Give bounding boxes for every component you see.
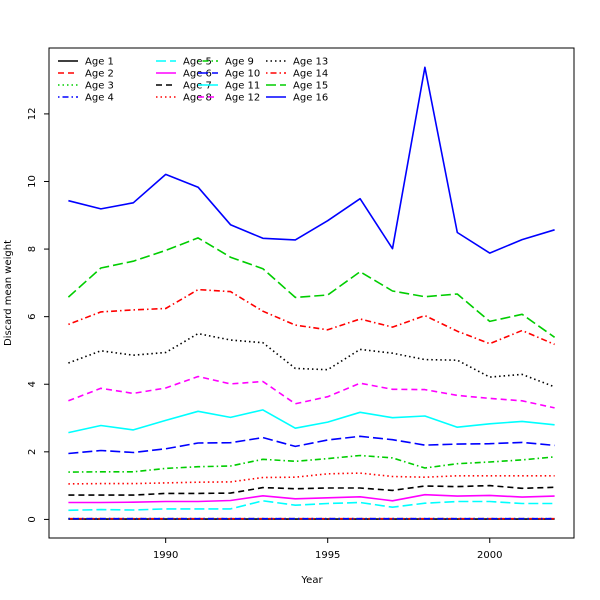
y-tick-label: 0 — [27, 516, 38, 522]
series-line-age-5 — [68, 499, 555, 512]
legend-entry-age-15: Age 15 — [266, 81, 328, 92]
y-tick-label: 2 — [27, 449, 38, 455]
legend-entry-age-9: Age 9 — [198, 57, 254, 68]
series-line-age-9 — [68, 454, 555, 473]
y-tick-label: 4 — [27, 381, 38, 387]
x-axis-label: Year — [300, 575, 323, 586]
legend-label: Age 4 — [85, 93, 114, 104]
legend-label: Age 2 — [85, 69, 114, 80]
legend-label: Age 14 — [293, 69, 328, 80]
legend-entry-age-10: Age 10 — [198, 69, 260, 80]
legend-entry-age-8: Age 8 — [156, 93, 212, 104]
series-line-age-15 — [67, 237, 556, 338]
legend-entry-age-16: Age 16 — [266, 93, 328, 104]
legend-entry-age-3: Age 3 — [58, 81, 114, 92]
series-line-age-12 — [68, 375, 555, 409]
series-line-age-16 — [68, 66, 555, 254]
legend-label: Age 13 — [293, 57, 328, 68]
legend-entry-age-11: Age 11 — [198, 81, 260, 92]
legend-label: Age 16 — [293, 93, 328, 104]
plot-area — [67, 66, 556, 520]
legend-label: Age 3 — [85, 81, 114, 92]
legend-label: Age 6 — [183, 69, 212, 80]
series-line-age-14 — [68, 288, 555, 346]
legend-entry-age-7: Age 7 — [156, 81, 212, 92]
legend-label: Age 7 — [183, 81, 212, 92]
legend-entry-age-4: Age 4 — [58, 93, 114, 104]
legend-label: Age 15 — [293, 81, 328, 92]
series-line-age-11 — [68, 409, 555, 434]
legend-label: Age 8 — [183, 93, 212, 104]
legend-entry-age-12: Age 12 — [198, 93, 260, 104]
axes: 1990 1995 2000 0 2 4 6 8 10 12 — [27, 47, 575, 561]
series-line-age-10 — [68, 435, 555, 455]
y-axis-label: Discard mean weight — [3, 240, 14, 346]
legend-entry-age-6: Age 6 — [156, 69, 212, 80]
x-tick-label: 2000 — [477, 550, 502, 561]
x-tick-label: 1990 — [153, 550, 178, 561]
legend-label: Age 10 — [225, 69, 260, 80]
x-tick-label: 1995 — [315, 550, 340, 561]
legend-entry-age-5: Age 5 — [156, 57, 212, 68]
legend-entry-age-2: Age 2 — [58, 69, 114, 80]
legend-label: Age 9 — [225, 57, 254, 68]
legend-label: Age 1 — [85, 57, 114, 68]
y-tick-label: 12 — [27, 108, 38, 121]
series-line-age-6 — [68, 493, 555, 504]
y-tick-label: 8 — [27, 246, 38, 252]
legend-label: Age 12 — [225, 93, 260, 104]
series-line-age-8 — [68, 472, 555, 485]
series-line-age-13 — [68, 332, 555, 388]
legend-entry-age-13: Age 13 — [266, 57, 328, 68]
legend-label: Age 5 — [183, 57, 212, 68]
y-tick-label: 6 — [27, 313, 38, 319]
legend-label: Age 11 — [225, 81, 260, 92]
y-tick-label: 10 — [27, 175, 38, 188]
legend-entry-age-14: Age 14 — [266, 69, 328, 80]
series-line-age-7 — [68, 484, 555, 496]
plot-frame — [48, 47, 575, 539]
legend-entry-age-1: Age 1 — [58, 57, 114, 68]
